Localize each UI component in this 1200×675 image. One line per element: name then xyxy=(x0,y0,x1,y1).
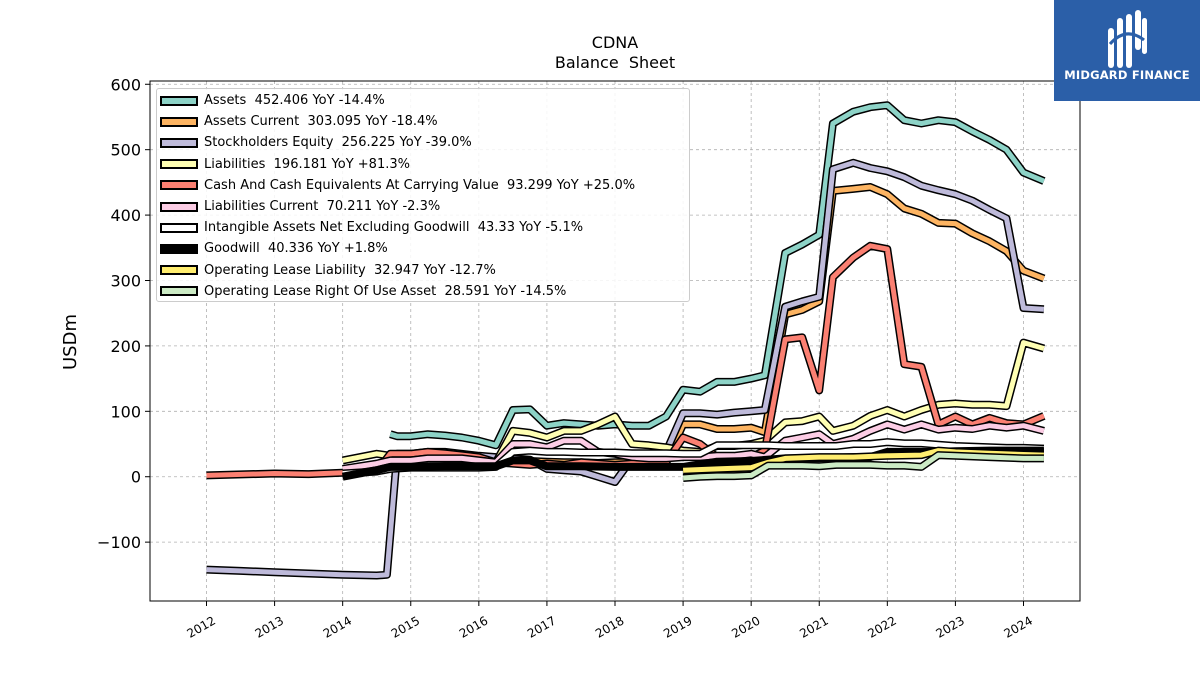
x-tick-label: 2015 xyxy=(389,613,422,640)
series-layer xyxy=(206,101,1046,580)
x-axis: 2012 2013 2014 2015 2016 2017 2018 2019 2020 2021… xyxy=(185,601,1035,641)
legend-item: Cash And Cash Equivalents At Carrying Va… xyxy=(157,175,691,196)
series-line xyxy=(682,452,1044,481)
legend-item: Operating Lease Liability 32.947 YoY -12… xyxy=(157,260,691,281)
y-tick-label: 600 xyxy=(110,75,141,94)
y-tick-label: 400 xyxy=(110,206,141,225)
legend: Assets 452.406 YoY -14.4% Assets Current … xyxy=(156,88,690,302)
legend-swatch xyxy=(160,222,198,233)
legend-label: Goodwill 40.336 YoY +1.8% xyxy=(204,241,388,257)
series-1 xyxy=(389,101,1046,450)
legend-swatch xyxy=(160,95,198,106)
x-tick-label: 2016 xyxy=(457,613,490,640)
logo-text: MIDGARD FINANCE xyxy=(1064,68,1190,82)
x-tick-label: 2019 xyxy=(661,613,694,640)
legend-item: Liabilities 196.181 YoY +81.3% xyxy=(157,154,691,175)
legend-label: Assets 452.406 YoY -14.4% xyxy=(204,93,385,108)
legend-swatch xyxy=(160,265,198,276)
midgard-finance-logo: MIDGARD FINANCE xyxy=(1054,0,1200,101)
legend-label: Assets Current 303.095 YoY -18.4% xyxy=(204,114,438,130)
x-tick-label: 2023 xyxy=(933,613,966,640)
x-tick-label: 2012 xyxy=(185,613,218,640)
legend-swatch xyxy=(160,286,198,297)
legend-item: Intangible Assets Net Excluding Goodwill… xyxy=(157,217,691,238)
legend-item: Operating Lease Right Of Use Asset 28.59… xyxy=(157,281,691,302)
x-tick-label: 2018 xyxy=(593,613,626,640)
legend-swatch xyxy=(160,159,198,170)
chart-subtitle: Balance Sheet xyxy=(555,53,675,72)
legend-swatch xyxy=(160,137,198,148)
legend-label: Intangible Assets Net Excluding Goodwill… xyxy=(204,220,584,236)
x-tick-label: 2024 xyxy=(1002,613,1035,640)
legend-item: Liabilities Current 70.211 YoY -2.3% xyxy=(157,196,691,217)
x-tick-label: 2014 xyxy=(321,613,354,640)
x-tick-label: 2022 xyxy=(865,613,898,640)
y-tick-label: 300 xyxy=(110,271,141,290)
legend-item: Assets 452.406 YoY -14.4% xyxy=(157,90,691,111)
legend-label: Liabilities Current 70.211 YoY -2.3% xyxy=(204,199,441,214)
y-tick-label: 200 xyxy=(110,337,141,356)
legend-label: Cash And Cash Equivalents At Carrying Va… xyxy=(204,177,636,193)
legend-swatch xyxy=(160,180,198,191)
x-tick-label: 2020 xyxy=(729,613,762,640)
y-tick-label: 500 xyxy=(110,141,141,160)
y-tick-label: −100 xyxy=(97,533,141,552)
series-10 xyxy=(682,451,1044,482)
legend-label: Liabilities 196.181 YoY +81.3% xyxy=(204,156,410,172)
midgard-logo-icon xyxy=(1108,10,1147,68)
x-tick-label: 2017 xyxy=(525,613,558,640)
legend-swatch xyxy=(160,201,198,212)
x-tick-label: 2013 xyxy=(253,613,286,640)
y-tick-label: 100 xyxy=(110,402,141,421)
chart-title: CDNA xyxy=(592,33,638,52)
legend-swatch xyxy=(160,116,198,127)
legend-item: Stockholders Equity 256.225 YoY -39.0% xyxy=(157,132,691,153)
legend-label: Operating Lease Right Of Use Asset 28.59… xyxy=(204,283,567,299)
legend-item: Assets Current 303.095 YoY -18.4% xyxy=(157,111,691,132)
y-axis: −100 0 100 200 300 400 500 600 xyxy=(97,75,150,552)
y-tick-label: 0 xyxy=(131,468,141,487)
series-line xyxy=(389,102,1045,448)
legend-label: Stockholders Equity 256.225 YoY -39.0% xyxy=(204,135,472,151)
legend-item: Goodwill 40.336 YoY +1.8% xyxy=(157,238,691,259)
legend-label: Operating Lease Liability 32.947 YoY -12… xyxy=(204,262,496,278)
legend-swatch xyxy=(160,243,198,254)
x-tick-label: 2021 xyxy=(797,613,830,640)
y-axis-label: USDm xyxy=(60,314,81,370)
